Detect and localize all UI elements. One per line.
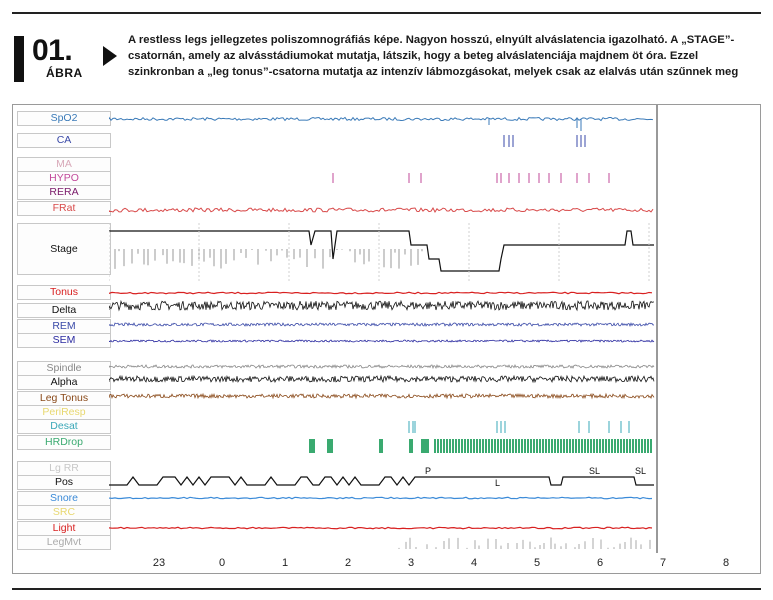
figure-caption: A restless legs jellegzetes poliszomnogr… [128, 34, 739, 78]
figure-word: ÁBRA [46, 66, 83, 80]
channel-label-alpha: Alpha [17, 375, 111, 390]
time-tick-5: 5 [533, 557, 541, 569]
channel-label-src: SRC [17, 505, 111, 520]
trace-stage [109, 230, 654, 272]
time-tick-7: 7 [659, 557, 667, 569]
trace-frat [109, 207, 654, 213]
trace-snore [109, 496, 653, 500]
trace-tonus [109, 291, 653, 295]
channel-label-stage: Stage [17, 223, 111, 275]
polysomnography-panel: SpO2 CA MA HYPO RERA FRat Stage Tonus Delta REM SE… [12, 104, 761, 574]
channel-label-light: Light [17, 521, 111, 536]
top-rule [12, 12, 761, 14]
arrow-right-icon [103, 46, 117, 66]
trace-hrdrop-event [309, 439, 315, 453]
time-tick-6: 6 [596, 557, 604, 569]
time-tick-23: 23 [152, 557, 166, 569]
time-tick-2: 2 [344, 557, 352, 569]
trace-hrdrop-event [421, 439, 429, 453]
trace-rem [109, 322, 655, 328]
time-tick-4: 4 [470, 557, 478, 569]
channel-label-spo2: SpO2 [17, 111, 111, 126]
channel-label-spindle: Spindle [17, 361, 111, 376]
trace-delta [109, 299, 655, 312]
channel-label-leg-tonus: Leg Tonus [17, 391, 111, 406]
trace-hrdrop-event [327, 439, 333, 453]
time-tick-8: 8 [722, 557, 730, 569]
channel-label-snore: Snore [17, 491, 111, 506]
channel-label-pos: Pos [17, 475, 111, 490]
channel-label-frat: FRat [17, 201, 111, 216]
trace-hrdrop-event [409, 439, 413, 453]
channel-label-ma: MA [17, 157, 111, 172]
channel-label-delta: Delta [17, 303, 111, 318]
position-label-sl-3: SL [635, 466, 646, 476]
trace-leg-tonus [109, 392, 655, 400]
channel-label-rem: REM [17, 319, 111, 334]
trace-sem [109, 339, 655, 343]
time-tick-3: 3 [407, 557, 415, 569]
bottom-rule [12, 588, 761, 590]
time-tick-1: 1 [281, 557, 289, 569]
channel-label-rera: RERA [17, 185, 111, 200]
time-axis: 23 0 1 2 3 4 5 6 7 8 [109, 553, 759, 573]
channel-label-desat: Desat [17, 419, 111, 434]
trace-light [109, 526, 653, 530]
channel-label-tonus: Tonus [17, 285, 111, 300]
channel-label-sem: SEM [17, 333, 111, 348]
trace-area: P L SL SL [109, 105, 658, 553]
channel-label-periresp: PeriResp [17, 405, 111, 420]
trace-pos [109, 476, 654, 486]
channel-label-ca: CA [17, 133, 111, 148]
trace-alpha [109, 374, 655, 384]
position-label-sl-2: SL [589, 466, 600, 476]
channel-label-lg-rr: Lg RR [17, 461, 111, 476]
time-tick-0: 0 [218, 557, 226, 569]
channel-label-legmvt: LegMvt [17, 535, 111, 550]
position-label-p-0: P [425, 466, 431, 476]
trace-spindle [109, 363, 655, 370]
trace-hrdrop-event [379, 439, 383, 453]
figure-marker-bar [14, 36, 24, 82]
position-label-l-1: L [495, 478, 500, 488]
channel-label-hrdrop: HRDrop [17, 435, 111, 450]
trace-spo2 [109, 116, 654, 122]
channel-label-hypo: HYPO [17, 171, 111, 186]
figure-number: 01. [32, 34, 73, 67]
